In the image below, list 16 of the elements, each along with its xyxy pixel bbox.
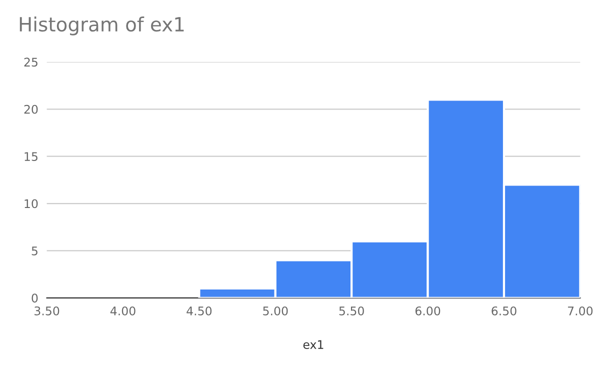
x-tick-label: 6.50 [492,306,516,316]
x-tick-label: 7.00 [568,306,593,316]
y-tick-label: 0 [32,294,38,303]
x-tick-label: 4.00 [110,306,136,316]
x-tick-label: 5.50 [339,306,364,316]
x-tick-label: 6.00 [415,306,440,316]
x-tick-label: 3.50 [34,306,60,316]
y-tick-label: 25 [24,58,38,67]
y-tick-label: 20 [24,104,38,114]
x-tick-label: 5.00 [263,306,288,316]
y-tick-label: 15 [24,152,38,161]
x-axis-title: ex1 [303,340,324,350]
y-tick-label: 10 [24,199,38,208]
chart-title: Histogram of ex1 [20,16,184,36]
x-tick-label: 4.50 [186,306,212,316]
y-tick-label: 5 [32,246,38,256]
